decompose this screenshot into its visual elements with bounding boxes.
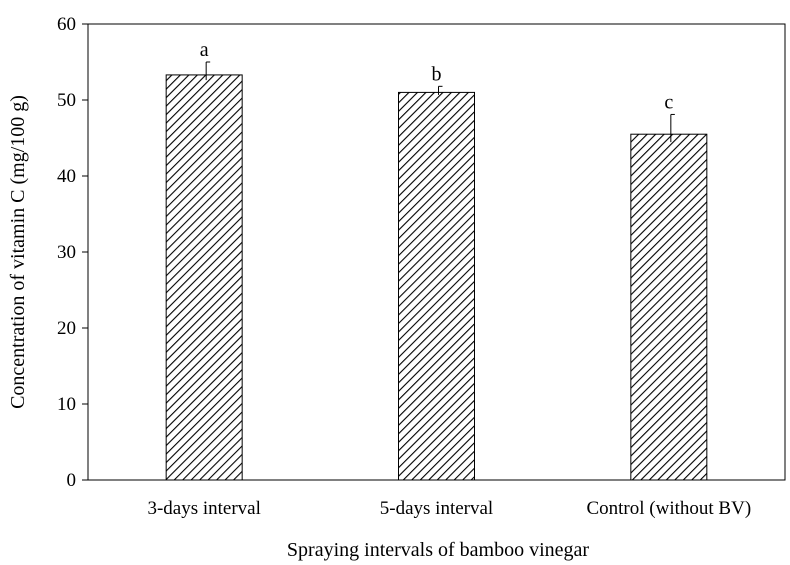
bars-group — [165, 74, 708, 481]
y-axis-ticks: 0 10 20 30 40 50 60 — [57, 14, 88, 491]
y-tick-label: 30 — [57, 242, 76, 263]
bar — [630, 133, 708, 481]
bar — [165, 74, 243, 481]
y-tick-label: 0 — [67, 470, 77, 491]
x-axis-title: Spraying intervals of bamboo vinegar — [287, 539, 589, 561]
x-axis-category-labels: 3-days interval 5-days interval Control (w… — [147, 498, 751, 519]
significance-label: b — [432, 63, 442, 85]
x-category-label: 3-days interval — [147, 498, 260, 519]
y-tick-label: 60 — [57, 14, 76, 35]
y-tick-label: 50 — [57, 90, 76, 111]
significance-labels-group: a b c — [200, 39, 674, 113]
error-bars-group — [205, 61, 675, 143]
x-category-label: Control (without BV) — [586, 498, 751, 519]
x-category-label: 5-days interval — [380, 498, 493, 519]
significance-label: c — [664, 91, 673, 113]
y-axis-title: Concentration of vitamin C (mg/100 g) — [7, 95, 29, 409]
significance-label: a — [200, 39, 209, 61]
y-tick-label: 40 — [57, 166, 76, 187]
bar — [398, 91, 475, 481]
y-tick-label: 20 — [57, 318, 76, 339]
y-tick-label: 10 — [57, 394, 76, 415]
